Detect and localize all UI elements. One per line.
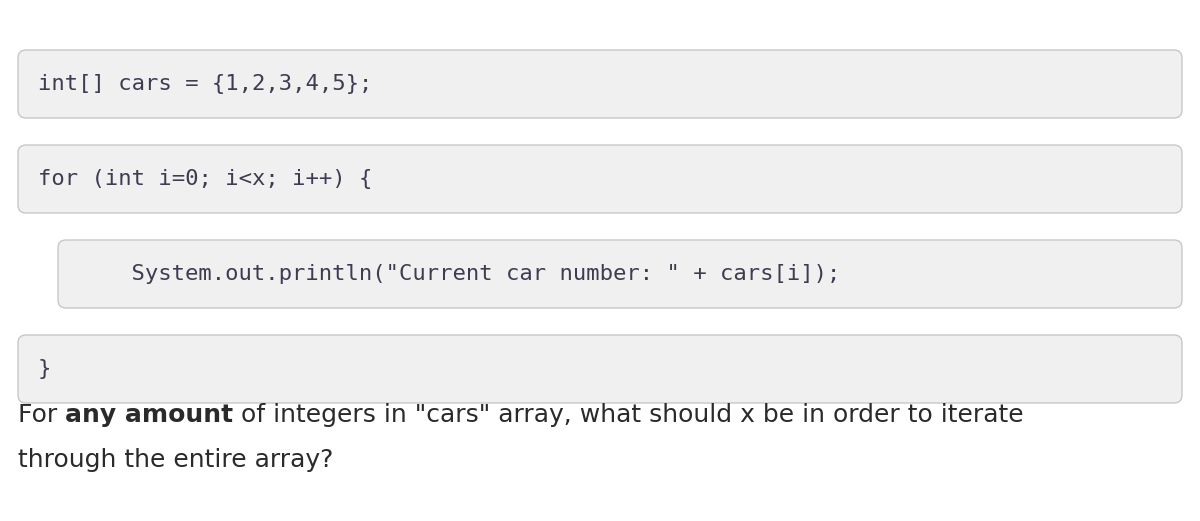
Text: for (int i=0; i<x; i++) {: for (int i=0; i<x; i++) { [38,169,372,189]
Text: int[] cars = {1,2,3,4,5};: int[] cars = {1,2,3,4,5}; [38,74,372,94]
FancyBboxPatch shape [58,240,1182,308]
Text: any amount: any amount [65,403,233,427]
FancyBboxPatch shape [18,335,1182,403]
FancyBboxPatch shape [18,145,1182,213]
FancyBboxPatch shape [18,50,1182,118]
Text: through the entire array?: through the entire array? [18,448,334,472]
Text: }: } [38,359,52,379]
Text: System.out.println("Current car number: " + cars[i]);: System.out.println("Current car number: … [78,264,840,284]
Text: For: For [18,403,65,427]
Text: of integers in "cars" array, what should x be in order to iterate: of integers in "cars" array, what should… [233,403,1024,427]
